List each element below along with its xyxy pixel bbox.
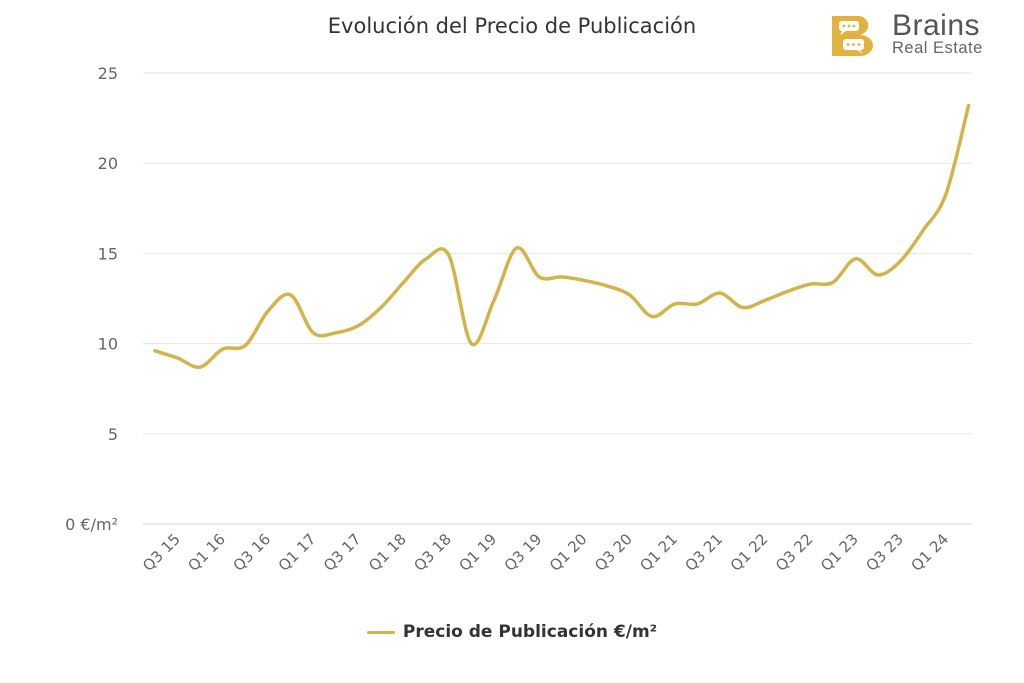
x-tick-label: Q1 18 [365, 530, 410, 575]
x-tick-label: Q1 21 [636, 530, 681, 575]
x-tick-label: Q1 16 [184, 530, 229, 575]
x-tick-label: Q3 20 [591, 530, 636, 575]
series-layer [153, 103, 971, 369]
x-axis-ticks: Q3 15 Q1 16 Q3 16 Q1 17 Q3 17 Q1 18 Q3 18 Q1 19… [139, 530, 952, 575]
x-tick-label: Q3 17 [320, 530, 365, 575]
chart-legend[interactable]: Precio de Publicación €/m² [0, 622, 1024, 642]
y-tick-label: 20 [98, 154, 118, 173]
y-tick-label: 15 [98, 244, 118, 263]
legend-swatch [366, 630, 395, 634]
grid-lines [143, 72, 972, 525]
x-tick-label: Q3 15 [139, 530, 184, 575]
y-tick-label: 0 €/m² [65, 515, 118, 534]
x-tick-label: Q3 21 [682, 530, 727, 575]
x-tick-label: Q1 22 [727, 530, 772, 575]
x-tick-label: Q3 16 [230, 530, 275, 575]
x-tick-label: Q3 18 [410, 530, 455, 575]
legend-label: Precio de Publicación €/m² [402, 622, 658, 642]
brand-logo: Brains Real Estate [830, 9, 1015, 58]
y-tick-label: 25 [98, 64, 118, 83]
logo-subtitle-text: Real Estate [892, 39, 983, 57]
x-tick-label: Q3 19 [501, 530, 546, 575]
x-tick-label: Q3 23 [862, 530, 907, 575]
x-tick-label: Q1 20 [546, 530, 591, 575]
y-tick-label: 10 [98, 335, 118, 354]
x-tick-label: Q1 17 [275, 530, 320, 575]
x-tick-label: Q3 22 [772, 530, 817, 575]
b-chat-logo-icon [832, 16, 873, 56]
y-axis-ticks: 0 €/m² 5 10 15 20 25 [65, 64, 118, 534]
series-line[interactable] [153, 103, 971, 369]
x-tick-label: Q1 24 [908, 530, 953, 575]
logo-brand-text: Brains [892, 9, 981, 42]
x-tick-label: Q1 23 [817, 530, 862, 575]
y-tick-label: 5 [108, 425, 118, 444]
x-tick-label: Q1 19 [456, 530, 501, 575]
chart-title: Evolución del Precio de Publicación [327, 14, 697, 38]
